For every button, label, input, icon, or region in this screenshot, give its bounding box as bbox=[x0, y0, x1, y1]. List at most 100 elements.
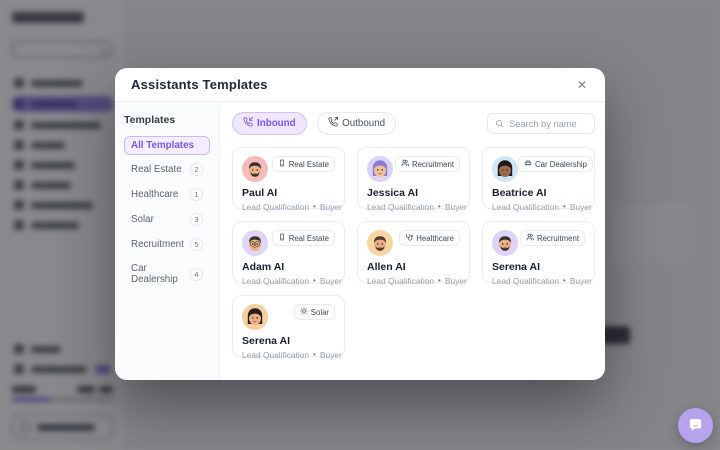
templates-filter-item[interactable]: Solar 3 bbox=[124, 209, 210, 230]
users-icon bbox=[401, 159, 409, 169]
category-label: Recruitment bbox=[411, 159, 454, 169]
direction-filter-label: Inbound bbox=[257, 118, 296, 129]
card-top: Car Dealership bbox=[492, 156, 594, 182]
chat-fab-button[interactable] bbox=[678, 408, 713, 443]
card-top: Recruitment bbox=[492, 230, 585, 256]
templates-filter-count: 5 bbox=[190, 238, 203, 251]
category-label: Solar bbox=[310, 307, 329, 317]
assistant-card[interactable]: Recruitment Serena AI Lead Qualification… bbox=[482, 221, 595, 286]
separator-dot: • bbox=[313, 350, 316, 359]
assistant-card[interactable]: Recruitment Jessica AI Lead Qualificatio… bbox=[357, 147, 470, 212]
assistant-subtitle: Lead Qualification • Buyer bbox=[367, 202, 467, 212]
templates-filter-count: 2 bbox=[190, 163, 203, 176]
modal-title: Assistants Templates bbox=[131, 77, 268, 92]
direction-filter-button[interactable]: Outbound bbox=[317, 112, 397, 135]
filter-group: Inbound Outbound bbox=[232, 112, 402, 135]
card-top: Healthcare bbox=[367, 230, 460, 256]
separator-dot: • bbox=[313, 276, 316, 285]
separator-dot: • bbox=[438, 202, 441, 211]
assistant-avatar bbox=[492, 156, 518, 182]
assistant-subtitle: Lead Qualification • Buyer bbox=[242, 276, 342, 286]
separator-dot: • bbox=[563, 202, 566, 211]
assistant-card[interactable]: Car Dealership Beatrice AI Lead Qualific… bbox=[482, 147, 595, 212]
assistant-subtitle: Lead Qualification • Buyer bbox=[492, 276, 592, 286]
separator-dot: • bbox=[438, 276, 441, 285]
templates-filter-item[interactable]: Car Dealership 4 bbox=[124, 259, 210, 289]
assistant-avatar bbox=[367, 230, 393, 256]
stethoscope-icon bbox=[405, 233, 414, 243]
assistant-role: Lead Qualification bbox=[492, 202, 560, 212]
building-icon bbox=[278, 159, 286, 169]
category-label: Car Dealership bbox=[535, 159, 588, 169]
assistant-avatar bbox=[242, 304, 268, 330]
assistant-type: Buyer bbox=[319, 276, 342, 286]
card-top: Real Estate bbox=[242, 230, 335, 256]
separator-dot: • bbox=[563, 276, 566, 285]
assistant-avatar bbox=[242, 156, 268, 182]
assistant-avatar bbox=[242, 230, 268, 256]
search-icon bbox=[496, 120, 504, 128]
card-top: Recruitment bbox=[367, 156, 460, 182]
close-icon[interactable]: ✕ bbox=[576, 77, 587, 92]
assistant-role: Lead Qualification bbox=[492, 276, 560, 286]
assistants-templates-modal: Assistants Templates ✕ Templates All Tem… bbox=[115, 68, 605, 380]
category-badge: Real Estate bbox=[271, 156, 335, 172]
templates-filter-item[interactable]: Healthcare 1 bbox=[124, 184, 210, 205]
templates-filter-label: Real Estate bbox=[131, 164, 182, 175]
assistant-card[interactable]: Real Estate Paul AI Lead Qualification •… bbox=[232, 147, 345, 212]
assistant-cards-grid: Real Estate Paul AI Lead Qualification •… bbox=[232, 147, 595, 360]
assistant-role: Lead Qualification bbox=[367, 276, 435, 286]
direction-filter-label: Outbound bbox=[342, 118, 386, 129]
templates-filter-count: 1 bbox=[190, 188, 203, 201]
search-input[interactable] bbox=[509, 118, 587, 129]
templates-filter-item[interactable]: All Templates bbox=[124, 136, 210, 155]
category-badge: Recruitment bbox=[519, 230, 585, 246]
templates-filter-item[interactable]: Recruitment 5 bbox=[124, 234, 210, 255]
templates-filter-item[interactable]: Real Estate 2 bbox=[124, 159, 210, 180]
assistant-name: Serena AI bbox=[492, 261, 541, 273]
chat-bubble-icon bbox=[689, 419, 702, 432]
assistant-subtitle: Lead Qualification • Buyer bbox=[242, 350, 342, 360]
direction-filter-button[interactable]: Inbound bbox=[232, 112, 307, 135]
phone-outgoing-icon bbox=[328, 117, 339, 130]
category-badge: Healthcare bbox=[399, 230, 460, 246]
templates-filter-label: All Templates bbox=[131, 140, 194, 151]
assistant-subtitle: Lead Qualification • Buyer bbox=[492, 202, 592, 212]
assistant-card[interactable]: Real Estate Adam AI Lead Qualification •… bbox=[232, 221, 345, 286]
templates-heading: Templates bbox=[124, 114, 176, 126]
assistant-card[interactable]: Healthcare Allen AI Lead Qualification •… bbox=[357, 221, 470, 286]
templates-filter-label: Solar bbox=[131, 214, 154, 225]
templates-filter-label: Car Dealership bbox=[131, 263, 178, 285]
assistant-type: Buyer bbox=[569, 276, 592, 286]
assistant-role: Lead Qualification bbox=[242, 350, 310, 360]
category-label: Real Estate bbox=[288, 159, 329, 169]
card-top: Real Estate bbox=[242, 156, 335, 182]
search-box[interactable] bbox=[487, 113, 595, 134]
category-label: Real Estate bbox=[288, 233, 329, 243]
category-label: Healthcare bbox=[416, 233, 454, 243]
sun-icon bbox=[300, 307, 308, 317]
users-icon bbox=[526, 233, 534, 243]
assistant-role: Lead Qualification bbox=[242, 202, 310, 212]
category-badge: Solar bbox=[293, 304, 335, 320]
building-icon bbox=[278, 233, 286, 243]
assistant-subtitle: Lead Qualification • Buyer bbox=[242, 202, 342, 212]
templates-sidebar: Templates All Templates Real Estate 2 He… bbox=[115, 102, 220, 380]
assistant-type: Buyer bbox=[319, 350, 342, 360]
assistant-card[interactable]: Solar Serena AI Lead Qualification • Buy… bbox=[232, 295, 345, 360]
assistant-name: Paul AI bbox=[242, 187, 278, 199]
category-badge: Recruitment bbox=[394, 156, 460, 172]
assistant-role: Lead Qualification bbox=[242, 276, 310, 286]
assistant-type: Buyer bbox=[444, 202, 467, 212]
separator-dot: • bbox=[313, 202, 316, 211]
car-icon bbox=[524, 159, 532, 169]
assistant-name: Adam AI bbox=[242, 261, 285, 273]
templates-filter-count: 3 bbox=[190, 213, 203, 226]
templates-main: Inbound Outbound Real Estate Paul AI Lea… bbox=[220, 102, 605, 380]
category-badge: Real Estate bbox=[271, 230, 335, 246]
assistant-name: Allen AI bbox=[367, 261, 406, 273]
assistant-role: Lead Qualification bbox=[367, 202, 435, 212]
assistant-name: Beatrice AI bbox=[492, 187, 547, 199]
phone-incoming-icon bbox=[243, 117, 253, 130]
